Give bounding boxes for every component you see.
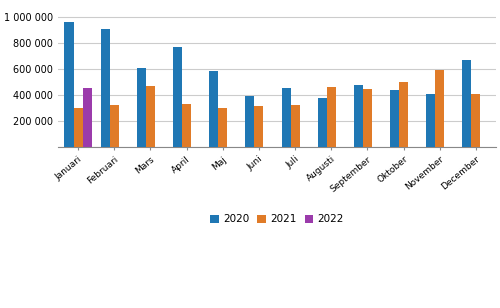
Bar bbox=[435, 70, 444, 147]
Bar bbox=[472, 94, 480, 147]
Bar bbox=[246, 95, 254, 147]
Bar bbox=[462, 60, 471, 147]
Bar bbox=[290, 105, 300, 147]
Bar bbox=[318, 98, 326, 147]
Bar bbox=[64, 22, 74, 147]
Bar bbox=[363, 89, 372, 147]
Bar bbox=[282, 88, 290, 147]
Bar bbox=[218, 108, 228, 147]
Bar bbox=[182, 104, 191, 147]
Bar bbox=[399, 82, 408, 147]
Bar bbox=[209, 71, 218, 147]
Bar bbox=[390, 91, 399, 147]
Bar bbox=[254, 106, 264, 147]
Bar bbox=[110, 105, 118, 147]
Bar bbox=[426, 94, 435, 147]
Bar bbox=[74, 108, 82, 147]
Bar bbox=[354, 85, 363, 147]
Legend: 2020, 2021, 2022: 2020, 2021, 2022 bbox=[210, 214, 344, 225]
Bar bbox=[326, 87, 336, 147]
Bar bbox=[82, 88, 92, 147]
Bar bbox=[173, 47, 182, 147]
Bar bbox=[100, 29, 110, 147]
Bar bbox=[146, 86, 155, 147]
Bar bbox=[137, 68, 146, 147]
